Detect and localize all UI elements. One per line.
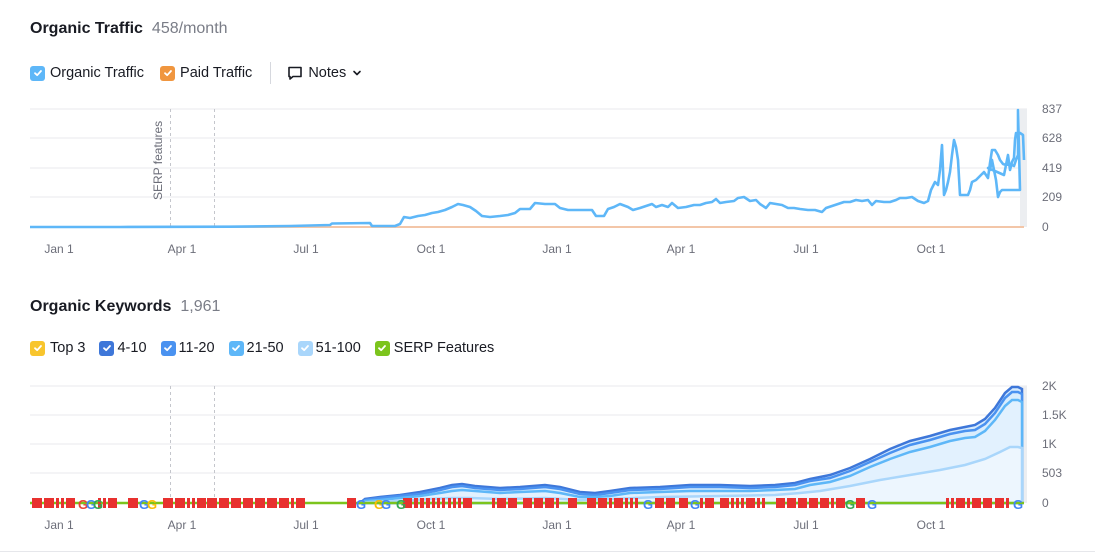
svg-text:Jan 1: Jan 1 bbox=[44, 518, 74, 532]
svg-text:Jan 1: Jan 1 bbox=[44, 242, 74, 256]
legend-top-3[interactable]: Top 3 bbox=[30, 340, 85, 356]
keywords-title: Organic Keywords bbox=[30, 298, 172, 315]
checkbox-checked-icon[interactable] bbox=[374, 340, 390, 356]
svg-text:G: G bbox=[381, 497, 391, 512]
svg-text:1.5K: 1.5K bbox=[1042, 408, 1067, 422]
svg-text:Jul 1: Jul 1 bbox=[293, 518, 319, 532]
legend-label: SERP Features bbox=[393, 340, 495, 356]
checkbox-checked-icon[interactable] bbox=[160, 340, 176, 356]
svg-text:Apr 1: Apr 1 bbox=[667, 518, 696, 532]
legend-label: Organic Traffic bbox=[50, 65, 145, 81]
svg-text:419: 419 bbox=[1042, 161, 1062, 175]
svg-text:Oct 1: Oct 1 bbox=[417, 242, 446, 256]
traffic-chart[interactable]: SERP features Jan 1 Apr 1 Jul 1 Oct 1 Ja… bbox=[0, 100, 1095, 265]
organic-traffic-line bbox=[30, 108, 1026, 229]
svg-text:Oct 1: Oct 1 bbox=[917, 242, 946, 256]
checkbox-checked-icon[interactable] bbox=[160, 65, 176, 81]
current-period-marker bbox=[1020, 386, 1027, 503]
legend-11-20[interactable]: 11-20 bbox=[160, 340, 215, 356]
svg-text:G: G bbox=[845, 497, 855, 512]
legend-label: Paid Traffic bbox=[180, 65, 253, 81]
keywords-chart[interactable]: GGG GG G GG G G G G G G Jan 1 Apr 1 Jul … bbox=[0, 375, 1095, 540]
svg-text:G: G bbox=[1013, 497, 1023, 512]
svg-text:G: G bbox=[147, 497, 157, 512]
checkbox-checked-icon[interactable] bbox=[30, 65, 45, 81]
svg-text:G: G bbox=[867, 497, 877, 512]
legend-4-10[interactable]: 4-10 bbox=[99, 340, 147, 356]
legend-organic-traffic[interactable]: Organic Traffic bbox=[30, 65, 144, 81]
divider bbox=[270, 62, 272, 84]
annotation-lines bbox=[170, 109, 215, 227]
divider bbox=[0, 551, 1095, 552]
svg-text:Oct 1: Oct 1 bbox=[417, 518, 446, 532]
traffic-header: Organic Traffic 458/month bbox=[30, 20, 228, 38]
svg-text:628: 628 bbox=[1042, 131, 1062, 145]
svg-text:Jul 1: Jul 1 bbox=[793, 242, 819, 256]
legend-label: Top 3 bbox=[50, 340, 86, 356]
svg-text:0: 0 bbox=[1042, 496, 1049, 510]
serp-flag-markers bbox=[32, 498, 1009, 508]
y-axis-labels: 837 628 419 209 0 bbox=[1042, 102, 1062, 234]
note-icon bbox=[288, 66, 303, 80]
legend-21-50[interactable]: 21-50 bbox=[228, 340, 284, 356]
legend-paid-traffic[interactable]: Paid Traffic bbox=[160, 65, 252, 81]
svg-text:Jul 1: Jul 1 bbox=[793, 518, 819, 532]
area-21-50 bbox=[359, 398, 1024, 505]
keywords-header: Organic Keywords 1,961 bbox=[30, 298, 220, 316]
svg-text:G: G bbox=[93, 497, 103, 512]
traffic-legend: Organic Traffic Paid Traffic Notes bbox=[30, 62, 363, 84]
legend-label: 21-50 bbox=[246, 340, 284, 356]
legend-label: 4-10 bbox=[117, 340, 147, 356]
notes-label: Notes bbox=[308, 65, 347, 81]
checkbox-checked-icon[interactable] bbox=[99, 340, 115, 356]
svg-text:209: 209 bbox=[1042, 190, 1062, 204]
x-axis-labels: Jan 1 Apr 1 Jul 1 Oct 1 Jan 1 Apr 1 Jul … bbox=[44, 242, 945, 256]
x-axis-labels: Jan 1 Apr 1 Jul 1 Oct 1 Jan 1 Apr 1 Jul … bbox=[44, 518, 945, 532]
current-period-marker bbox=[1020, 109, 1027, 227]
checkbox-checked-icon[interactable] bbox=[297, 340, 313, 356]
svg-text:Apr 1: Apr 1 bbox=[168, 518, 197, 532]
traffic-value: 458/month bbox=[151, 20, 228, 37]
legend-51-100[interactable]: 51-100 bbox=[297, 340, 361, 356]
svg-text:0: 0 bbox=[1042, 220, 1049, 234]
gridlines bbox=[30, 108, 1027, 198]
svg-text:Apr 1: Apr 1 bbox=[667, 242, 696, 256]
legend-serp-features[interactable]: SERP Features bbox=[374, 340, 495, 356]
keywords-legend: Top 3 4-10 11-20 21-50 51-100 SERP Featu… bbox=[30, 340, 510, 356]
svg-text:503: 503 bbox=[1042, 466, 1062, 480]
checkbox-checked-icon[interactable] bbox=[228, 340, 244, 356]
svg-text:G: G bbox=[643, 497, 653, 512]
svg-text:G: G bbox=[139, 497, 149, 512]
svg-text:G: G bbox=[356, 497, 366, 512]
svg-text:G: G bbox=[86, 497, 96, 512]
svg-text:G: G bbox=[78, 497, 88, 512]
annotation-lines bbox=[170, 386, 215, 503]
svg-text:Jul 1: Jul 1 bbox=[293, 242, 319, 256]
chevron-down-icon bbox=[353, 70, 362, 76]
keywords-value: 1,961 bbox=[180, 298, 221, 315]
notes-dropdown[interactable]: Notes bbox=[287, 65, 363, 81]
svg-text:1K: 1K bbox=[1042, 437, 1057, 451]
svg-text:837: 837 bbox=[1042, 102, 1062, 116]
svg-text:G: G bbox=[690, 497, 700, 512]
svg-text:G: G bbox=[396, 497, 406, 512]
svg-text:2K: 2K bbox=[1042, 379, 1057, 393]
svg-text:Apr 1: Apr 1 bbox=[168, 242, 197, 256]
annotation-serp-features[interactable]: SERP features bbox=[151, 121, 165, 200]
svg-text:G: G bbox=[374, 497, 384, 512]
legend-label: 11-20 bbox=[178, 340, 215, 356]
traffic-title: Organic Traffic bbox=[30, 20, 143, 37]
svg-text:Oct 1: Oct 1 bbox=[917, 518, 946, 532]
y-axis-labels: 2K 1.5K 1K 503 0 bbox=[1042, 379, 1067, 510]
svg-text:Jan 1: Jan 1 bbox=[542, 518, 572, 532]
legend-label: 51-100 bbox=[315, 340, 361, 356]
checkbox-checked-icon[interactable] bbox=[30, 340, 45, 356]
svg-text:Jan 1: Jan 1 bbox=[542, 242, 572, 256]
google-g-icons: GGG GG G GG G G G G G G bbox=[78, 497, 1023, 512]
